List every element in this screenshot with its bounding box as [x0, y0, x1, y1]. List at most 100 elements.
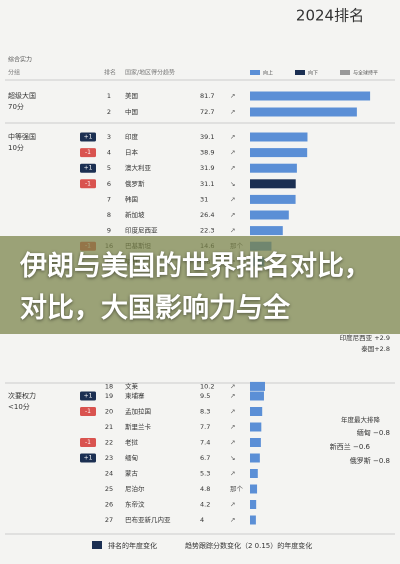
rank: 9 — [107, 227, 111, 235]
footer-label: 排名的年度变化 — [108, 541, 157, 550]
score-bar — [250, 210, 289, 220]
country: 蒙古 — [125, 469, 139, 478]
score: 4 — [200, 516, 204, 524]
score: 72.7 — [200, 108, 214, 116]
trend: ↗ — [230, 211, 235, 219]
change-badge — [80, 438, 96, 447]
rank: 5 — [107, 164, 111, 172]
group-score: 10分 — [8, 143, 24, 152]
change-label: -1 — [85, 439, 91, 446]
change-label: +1 — [84, 134, 93, 141]
score: 7.4 — [200, 439, 210, 447]
score-bar — [250, 163, 297, 173]
change-badge — [80, 407, 96, 416]
score: 7.7 — [200, 423, 210, 431]
rank: 23 — [105, 454, 113, 462]
trend: ↗ — [230, 149, 235, 157]
col-header: 分组 — [8, 69, 20, 77]
score: 4.2 — [200, 501, 210, 509]
score-bar — [250, 515, 256, 525]
rank: 20 — [105, 408, 113, 416]
change-badge — [80, 453, 96, 463]
score-bar — [250, 194, 296, 204]
change-label: +1 — [84, 455, 93, 462]
subtitle: 综合实力 — [8, 56, 32, 64]
score-bar — [250, 132, 308, 142]
change-label: -1 — [85, 149, 91, 156]
score: 26.4 — [200, 211, 214, 219]
score-bar — [250, 484, 258, 494]
legend-label: 与全球持平 — [353, 70, 378, 77]
score-bar — [250, 381, 265, 391]
country: 缅甸 — [125, 453, 138, 462]
trend: ↗ — [230, 382, 235, 390]
score: 5.3 — [200, 470, 210, 478]
note-item: 泰国+2.8 — [361, 344, 390, 353]
change-badge — [80, 179, 96, 189]
trend: ↘ — [230, 454, 235, 462]
score-bar — [250, 407, 263, 416]
group-score: <10分 — [8, 402, 30, 411]
trend: ↗ — [230, 227, 235, 235]
score-bar — [250, 469, 258, 478]
change-label: -1 — [85, 408, 91, 415]
country: 俄罗斯 — [125, 179, 145, 188]
rank: 22 — [105, 439, 113, 447]
country: 老挝 — [125, 438, 139, 447]
legend-label: 向下 — [308, 70, 318, 77]
change-badge — [80, 163, 96, 173]
score: 9.5 — [200, 392, 210, 400]
score: 31 — [200, 195, 208, 203]
rank: 18 — [105, 382, 113, 390]
score: 31.9 — [200, 164, 214, 172]
country: 文莱 — [125, 381, 139, 390]
score-bar — [250, 179, 296, 189]
trend: ↗ — [230, 164, 235, 172]
change-badge — [80, 132, 96, 142]
score-bar — [250, 500, 257, 509]
country: 印度尼西亚 — [125, 226, 158, 235]
score: 4.8 — [200, 485, 210, 493]
country: 孟加拉国 — [125, 407, 151, 416]
change-badge — [80, 391, 96, 401]
trend: ↗ — [230, 408, 235, 416]
trend: ↗ — [230, 501, 235, 509]
group-name: 超级大国 — [8, 91, 36, 100]
banner-line: 伊朗与美国的世界排名对比， — [20, 251, 371, 282]
trend: ↗ — [230, 470, 235, 478]
score: 6.7 — [200, 454, 210, 462]
note-item: 俄罗斯 −0.8 — [350, 456, 390, 465]
rank: 25 — [105, 485, 113, 493]
country: 美国 — [125, 91, 138, 100]
rank: 24 — [105, 470, 113, 478]
banner-line: 对比，大国影响力与全 — [20, 293, 290, 324]
trend: 那个 — [230, 485, 244, 493]
footer-swatch — [92, 541, 102, 549]
country: 日本 — [125, 148, 139, 157]
rank: 2 — [107, 108, 111, 116]
legend-swatch — [340, 70, 350, 75]
score: 22.3 — [200, 227, 214, 235]
trend: ↗ — [230, 423, 235, 431]
score-bar — [250, 422, 262, 432]
score-bar — [250, 148, 308, 158]
country: 中国 — [125, 107, 138, 116]
trend: ↗ — [230, 92, 235, 100]
rank: 3 — [107, 133, 111, 141]
rank: 27 — [105, 516, 113, 524]
country: 印度 — [125, 132, 139, 141]
country: 斯里兰卡 — [125, 422, 152, 431]
group-score: 70分 — [8, 102, 24, 111]
note-item: 印度尼西亚 +2.9 — [340, 333, 390, 342]
score-bar — [250, 453, 260, 463]
country: 柬埔寨 — [125, 391, 145, 400]
title: 2024排名 — [296, 7, 364, 25]
trend: ↗ — [230, 133, 235, 141]
trend: ↗ — [230, 439, 235, 447]
note-item: 缅甸 −0.8 — [357, 428, 390, 437]
rank: 8 — [107, 211, 111, 219]
score: 8.3 — [200, 408, 210, 416]
country: 韩国 — [125, 194, 138, 203]
footer-label: 趋势跟踪分数变化（2 0.15）的年度变化 — [185, 541, 312, 550]
